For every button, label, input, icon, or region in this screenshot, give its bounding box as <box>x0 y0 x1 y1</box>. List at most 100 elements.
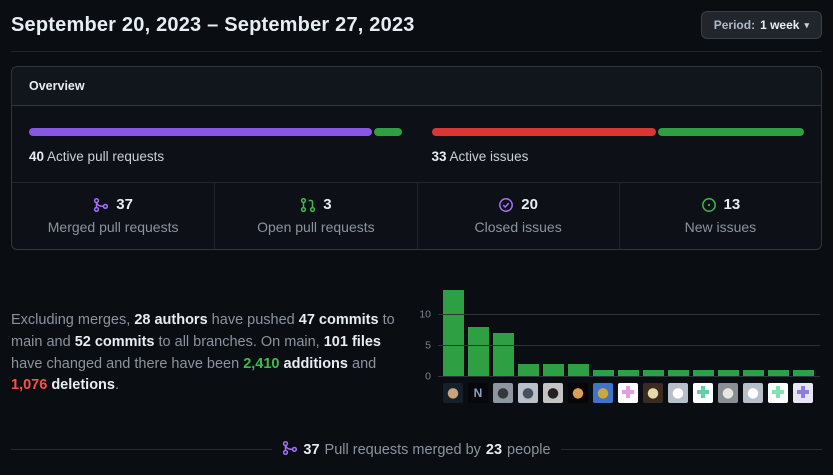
diffstat-summary: Excluding merges, 28 authors have pushed… <box>11 290 413 397</box>
commit-bar[interactable] <box>668 370 689 377</box>
summary-part: and <box>347 355 377 372</box>
author-avatar[interactable] <box>493 382 513 403</box>
summary-part: . <box>114 377 120 394</box>
chart-gridline <box>438 344 820 346</box>
page-header: September 20, 2023 – September 27, 2023 … <box>11 0 822 52</box>
overview-stats: 37 Merged pull requests 3 Open pull requ… <box>12 182 821 249</box>
chart-bars <box>443 284 820 377</box>
summary-part: 2,410 <box>243 355 280 372</box>
issues-progress-bar[interactable] <box>431 128 804 136</box>
summary-part: have pushed <box>207 312 299 328</box>
chart-plot-area: 0 5 10 <box>419 284 820 381</box>
page-title: September 20, 2023 – September 27, 2023 <box>11 13 415 36</box>
author-avatar[interactable] <box>518 382 538 403</box>
stat-label: Closed issues <box>474 218 562 235</box>
commit-bar[interactable] <box>718 370 739 377</box>
author-avatar[interactable] <box>743 382 763 403</box>
commit-bar[interactable] <box>493 333 514 377</box>
author-avatar[interactable] <box>793 382 813 403</box>
commit-bar[interactable] <box>518 364 539 377</box>
pull-requests-progress-bar[interactable] <box>29 128 402 136</box>
active-pull-requests-label: 40 Active pull requests <box>29 149 165 164</box>
commit-bar[interactable] <box>443 289 464 377</box>
issue-closed-icon <box>498 197 514 213</box>
git-pull-request-icon <box>300 197 316 213</box>
closed-issues-segment <box>431 128 657 136</box>
chart-gridline <box>438 375 820 377</box>
author-avatar[interactable] <box>668 382 688 403</box>
stat-value: 3 <box>323 196 332 213</box>
summary-part: have changed and there have been <box>11 355 244 372</box>
author-avatar[interactable] <box>643 382 663 403</box>
period-value: 1 week <box>760 18 800 32</box>
active-pull-requests: 40 Active pull requests <box>29 128 402 164</box>
commit-bar[interactable] <box>768 370 789 377</box>
summary-part: Excluding merges, <box>11 312 135 328</box>
author-avatar[interactable] <box>593 382 613 403</box>
summary-part: deletions <box>51 377 115 394</box>
overview-card-header: Overview <box>12 67 821 106</box>
stat-closed-issues[interactable]: 20 Closed issues <box>416 183 619 249</box>
author-avatar[interactable] <box>693 382 713 403</box>
period-prefix: Period: <box>713 18 756 32</box>
pulse-page: September 20, 2023 – September 27, 2023 … <box>11 0 822 460</box>
stat-label: Merged pull requests <box>47 218 179 235</box>
commit-bar[interactable] <box>643 370 664 377</box>
stat-label: New issues <box>684 218 757 235</box>
summary-part: 47 commits <box>298 312 379 328</box>
author-avatar[interactable] <box>443 382 463 403</box>
active-issues: 33 Active issues <box>431 128 804 164</box>
people-text: people <box>507 441 551 458</box>
stat-label: Open pull requests <box>257 218 375 235</box>
chart-gridline <box>438 313 820 315</box>
author-avatar[interactable] <box>568 382 588 403</box>
summary-part: additions <box>283 355 348 372</box>
issue-opened-icon <box>701 197 717 213</box>
commit-bar[interactable] <box>793 370 814 377</box>
author-avatar[interactable]: N <box>468 382 488 403</box>
commit-bar[interactable] <box>743 370 764 377</box>
commit-bar[interactable] <box>618 370 639 377</box>
active-issues-label: 33 Active issues <box>431 149 529 164</box>
chevron-down-icon: ▾ <box>804 19 809 30</box>
y-axis-tick-label: 0 <box>425 370 431 383</box>
merged-text: Pull requests merged by <box>324 441 481 458</box>
author-avatar[interactable] <box>768 382 788 403</box>
activity-bars: 40 Active pull requests 33 Active issues <box>12 106 821 182</box>
overview-card: Overview 40 Active pull requests 33 <box>11 66 822 250</box>
period-button[interactable]: Period: 1 week ▾ <box>700 11 822 39</box>
author-avatar[interactable] <box>718 382 738 403</box>
commit-bar[interactable] <box>468 326 489 377</box>
summary-part: to main and <box>11 312 395 350</box>
summary-part: 52 commits <box>74 333 155 350</box>
author-avatar[interactable] <box>618 382 638 403</box>
commits-per-author-chart: 0 5 10 N <box>419 276 820 412</box>
stat-open-pull-requests[interactable]: 3 Open pull requests <box>214 183 416 249</box>
y-axis-tick-label: 5 <box>425 339 431 352</box>
commit-bar[interactable] <box>693 370 714 377</box>
stat-value: 13 <box>723 196 741 213</box>
stat-merged-pull-requests[interactable]: 37 Merged pull requests <box>12 183 214 249</box>
merged-count: 37 <box>303 441 320 458</box>
new-issues-segment <box>658 128 804 136</box>
commit-bar[interactable] <box>568 364 589 377</box>
commit-bar[interactable] <box>543 364 564 377</box>
people-count: 23 <box>485 441 503 458</box>
stat-value: 20 <box>521 196 538 213</box>
divider-line <box>560 449 822 450</box>
summary-part: 28 authors <box>134 312 208 328</box>
git-merge-icon <box>93 197 109 213</box>
author-avatar[interactable] <box>543 382 563 403</box>
activity-section: Excluding merges, 28 authors have pushed… <box>11 276 822 412</box>
summary-part: 101 files <box>323 333 381 350</box>
commit-bar[interactable] <box>593 370 614 377</box>
summary-part: 1,076 <box>11 377 48 394</box>
merged-pr-segment <box>29 128 372 136</box>
git-merge-icon <box>282 440 298 460</box>
y-axis-tick-label: 10 <box>419 308 431 321</box>
author-avatars-row: N <box>438 382 820 403</box>
pull-requests-merged-summary[interactable]: 37 Pull requests merged by 23 people <box>11 440 822 460</box>
stat-new-issues[interactable]: 13 New issues <box>618 183 821 249</box>
summary-part: to all branches. On main, <box>154 333 324 350</box>
stat-value: 37 <box>116 196 133 213</box>
